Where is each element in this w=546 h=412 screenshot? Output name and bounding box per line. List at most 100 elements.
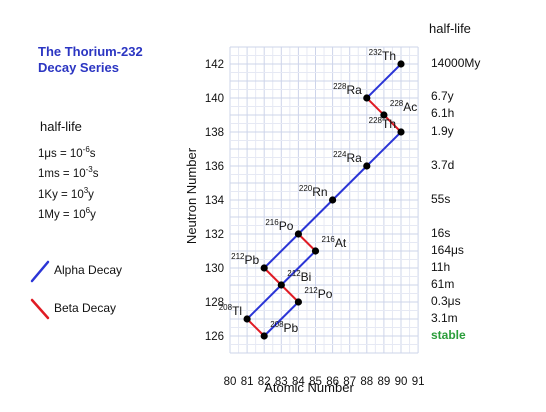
halflife-value: 1.9y [431, 124, 454, 138]
unit-def-megayear: 1My = 106y [38, 205, 96, 221]
mass-number: 212 [231, 252, 245, 261]
nuclide-label-bi-212: 212Bi [287, 269, 311, 284]
halflife-column-title: half-life [429, 21, 471, 36]
x-tick-label: 82 [258, 376, 271, 388]
x-tick-label: 81 [241, 376, 254, 388]
y-tick-label: 134 [205, 195, 225, 207]
element-symbol: Th [382, 49, 396, 63]
x-tick-label: 84 [292, 376, 305, 388]
nuclide-point-tl-208 [243, 315, 251, 323]
x-tick-label: 91 [412, 376, 425, 388]
halflife-value: 11h [431, 260, 451, 274]
beta-decay-line [297, 233, 317, 252]
nuclide-label-tl-208: 208Tl [219, 303, 242, 318]
halflife-value: 164μs [431, 243, 464, 257]
element-symbol: At [335, 236, 347, 250]
beta-decay-line [263, 267, 283, 286]
y-tick-label: 126 [205, 331, 224, 343]
nuclide-point-ac-228 [380, 111, 388, 119]
unit-definitions: 1μs = 10-6s 1ms = 10-3s 1Ky = 103y 1My =… [38, 142, 99, 223]
nuclide-point-at-216 [311, 247, 320, 255]
nuclide-label-at-216: 216At [322, 235, 347, 250]
alpha-decay-line [297, 199, 334, 235]
nuclide-label-pb-208: 208Pb [270, 320, 298, 335]
halflife-value: stable [431, 328, 466, 342]
element-symbol: Tl [232, 304, 242, 318]
mass-number: 212 [287, 269, 301, 278]
nuclide-point-po-212 [294, 298, 302, 306]
y-tick-label: 132 [205, 229, 224, 241]
nuclide-point-ra-228 [363, 94, 371, 102]
element-symbol: Po [318, 287, 333, 301]
y-tick-label: 130 [205, 263, 224, 275]
element-symbol: Th [382, 117, 396, 131]
beta-decay-line [383, 114, 402, 133]
halflife-value: 55s [431, 192, 451, 206]
nuclide-label-rn-220: 220Rn [299, 184, 328, 199]
nuclide-label-th-228: 228Th [369, 116, 396, 131]
alpha-decay-line [263, 233, 300, 269]
halflife-value: 3.7d [431, 158, 455, 172]
halflife-value: 16s [431, 226, 451, 240]
nuclide-point-ra-224 [363, 162, 371, 170]
x-tick-label: 90 [395, 376, 408, 388]
mass-number: 228 [390, 99, 404, 108]
mass-number: 224 [333, 150, 347, 159]
y-tick-label: 128 [205, 297, 224, 309]
element-symbol: Ra [346, 151, 362, 165]
unit-def-microsecond: 1μs = 10-6s [38, 145, 96, 160]
element-symbol: Pb [245, 253, 260, 267]
alpha-decay-line [366, 131, 402, 167]
mass-number: 216 [322, 235, 336, 244]
mass-number: 232 [369, 48, 383, 57]
nuclide-point-po-216 [294, 230, 302, 238]
alpha-decay-line [331, 165, 368, 201]
nuclide-label-ra-224: 224Ra [333, 150, 362, 165]
title-line-2: Decay Series [38, 60, 119, 75]
title-line-1: The Thorium-232 [38, 44, 143, 59]
halflife-value: 3.1m [431, 311, 458, 325]
beta-decay-line-icon [30, 298, 50, 320]
nuclide-points [243, 60, 405, 340]
element-symbol: Po [279, 219, 294, 233]
mass-number: 212 [304, 286, 318, 295]
units-heading: half-life [40, 119, 82, 134]
legend-beta-decay: Beta Decay [30, 296, 170, 322]
alpha-decay-line [246, 284, 283, 320]
nuclide-label-po-216: 216Po [265, 218, 293, 233]
beta-decay-line [280, 284, 300, 303]
x-tick-label: 88 [360, 376, 373, 388]
y-tick-label: 140 [205, 93, 224, 105]
diagram-title: The Thorium-232 Decay Series [38, 44, 188, 76]
legend-beta-label: Beta Decay [54, 301, 117, 315]
element-symbol: Bi [301, 270, 312, 284]
element-symbol: Ac [403, 100, 417, 114]
x-tick-label: 85 [309, 376, 322, 388]
legend-alpha-decay: Alpha Decay [30, 258, 170, 284]
mass-number: 208 [270, 320, 284, 329]
y-tick-label: 136 [205, 161, 224, 173]
nuclide-label-th-232: 232Th [369, 48, 396, 63]
x-tick-label: 83 [275, 376, 288, 388]
halflife-value: 61m [431, 277, 455, 291]
nuclide-point-rn-220 [329, 196, 337, 204]
element-symbol: Pb [284, 321, 299, 335]
mass-number: 228 [333, 82, 347, 91]
halflife-value: 6.7y [431, 89, 454, 104]
element-symbol: Ra [346, 83, 362, 97]
alpha-decay-line [366, 63, 402, 99]
x-tick-label: 80 [224, 376, 237, 388]
nuclide-point-bi-212 [277, 281, 285, 289]
nuclide-point-th-228 [397, 128, 405, 136]
alpha-decay-line [263, 301, 300, 337]
halflife-value: 6.1h [431, 106, 455, 121]
y-tick-label: 142 [205, 59, 224, 71]
nuclide-label-ra-228: 228Ra [333, 82, 362, 97]
halflife-value: 14000My [431, 56, 481, 70]
nuclide-point-th-232 [397, 60, 405, 68]
element-symbol: Rn [312, 185, 327, 199]
mass-number: 228 [369, 116, 383, 125]
y-axis-label: Neutron Number [184, 147, 199, 244]
unit-def-kiloyear: 1Ky = 103y [38, 185, 94, 201]
x-tick-label: 87 [343, 376, 356, 388]
